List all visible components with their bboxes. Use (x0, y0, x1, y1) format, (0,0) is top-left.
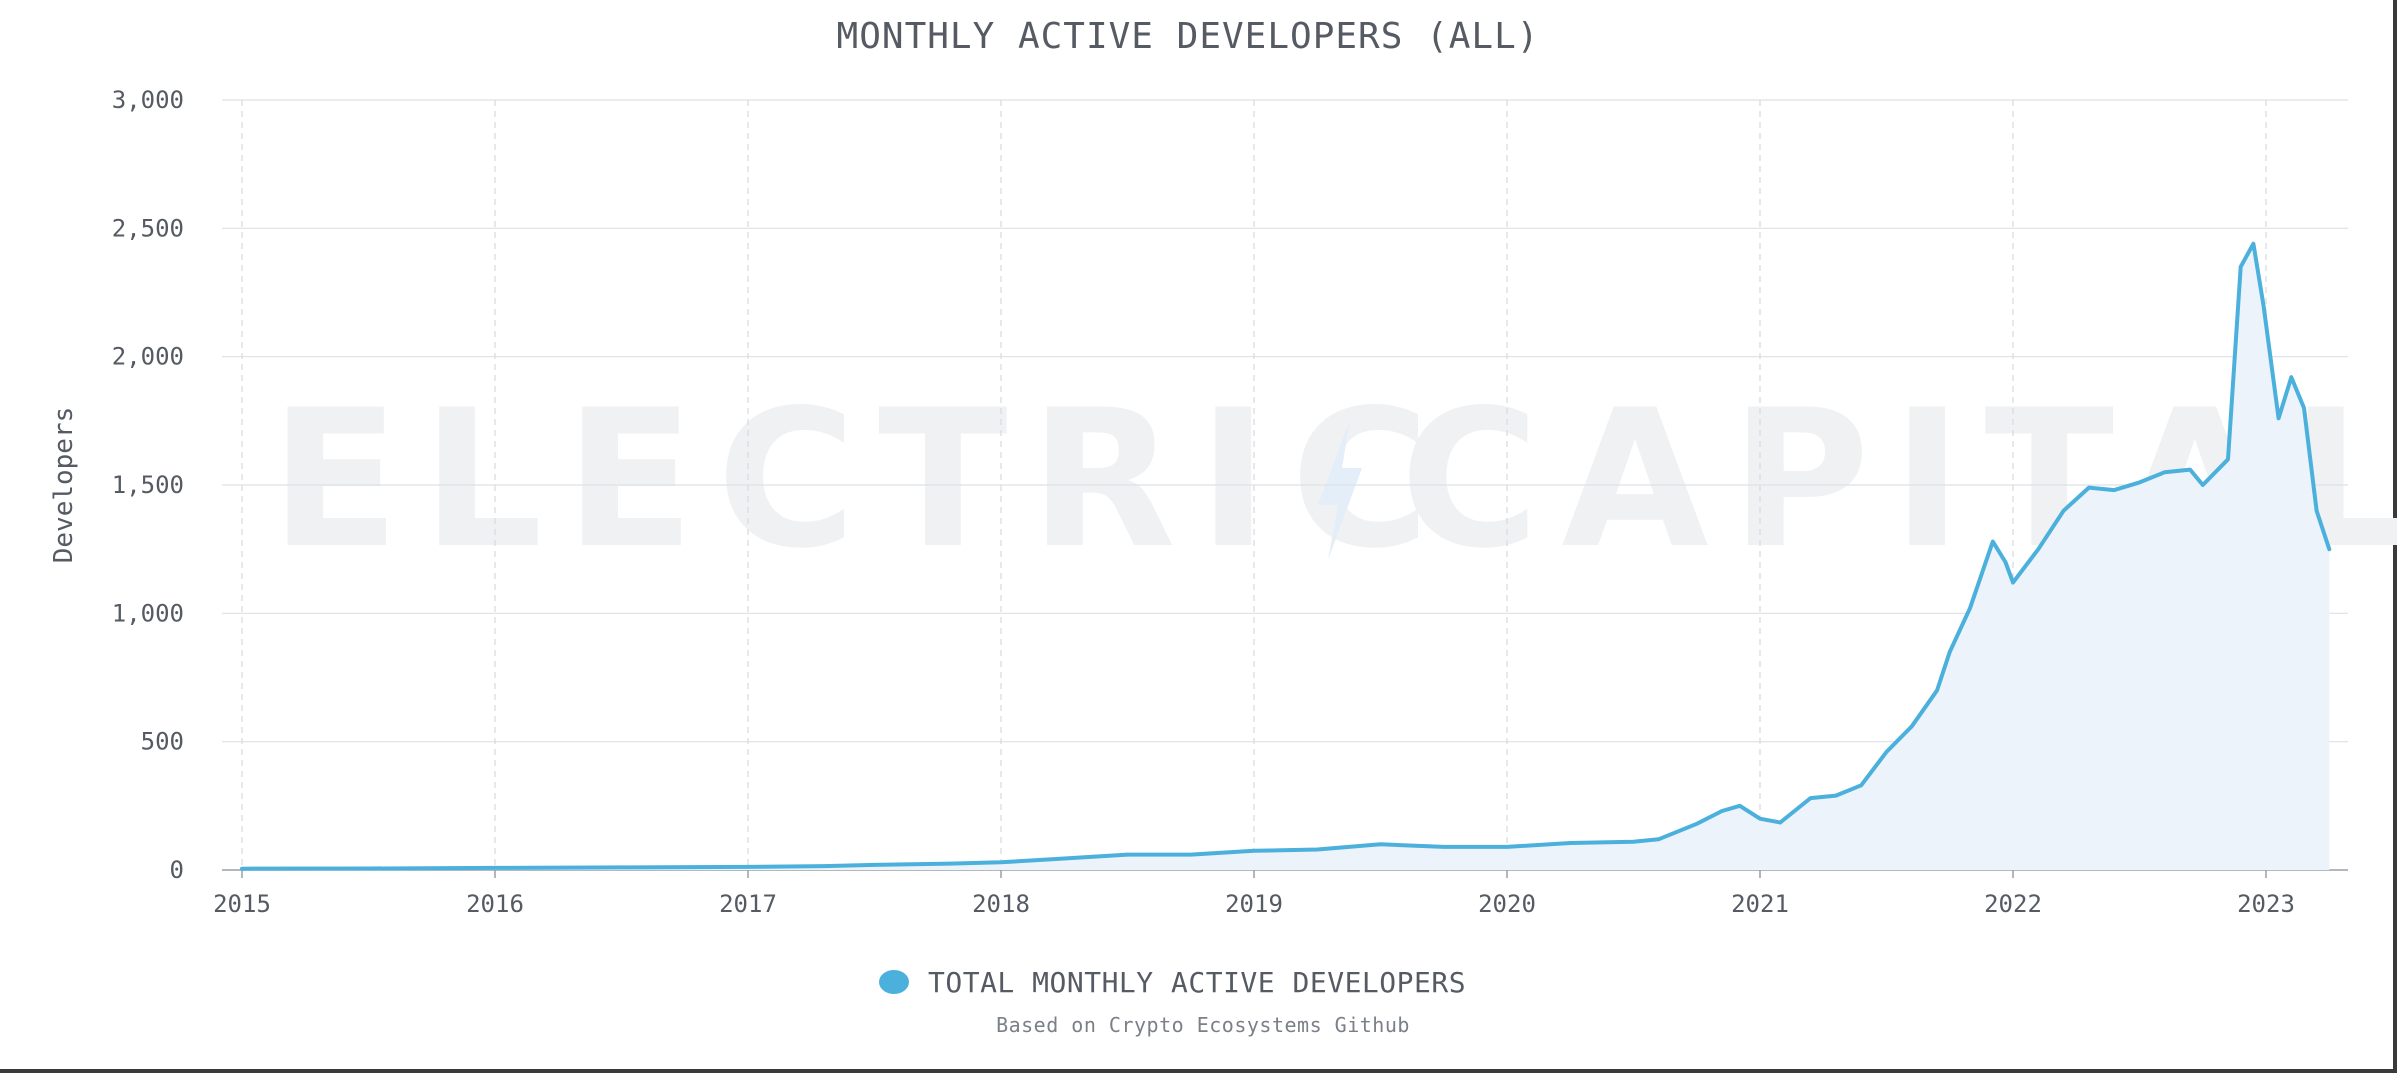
x-tick-label: 2019 (1225, 890, 1283, 918)
legend[interactable]: TOTAL MONTHLY ACTIVE DEVELOPERS (879, 966, 1466, 999)
source-note: Based on Crypto Ecosystems Github (996, 1013, 1410, 1037)
x-tick-label: 2023 (2237, 890, 2295, 918)
y-tick-label: 1,000 (112, 599, 184, 627)
series-line[interactable] (240, 241, 2332, 871)
x-tick-label: 2015 (213, 890, 271, 918)
x-tick-label: 2017 (719, 890, 777, 918)
x-tick-label: 2016 (466, 890, 524, 918)
chart-title: MONTHLY ACTIVE DEVELOPERS (ALL) (837, 16, 1540, 57)
x-tick-label: 2021 (1731, 890, 1789, 918)
axis-ticks: 0 500 1,000 1,500 2,000 2,500 3,000 2015 2016 201… (112, 86, 2295, 918)
y-axis-label: Developers (49, 407, 79, 564)
x-tick-label: 2020 (1478, 890, 1536, 918)
watermark-text-left: ELECTRIC (270, 369, 1452, 590)
y-tick-label: 1,500 (112, 471, 184, 499)
y-tick-label: 3,000 (112, 86, 184, 114)
series-fill (242, 243, 2330, 870)
series-area (240, 241, 2332, 871)
y-tick-label: 2,000 (112, 343, 184, 371)
x-tick-label: 2022 (1984, 890, 2042, 918)
y-tick-label: 2,500 (112, 214, 184, 242)
x-tick-label: 2018 (972, 890, 1030, 918)
lightning-bolt-icon (1318, 420, 1362, 560)
legend-label: TOTAL MONTHLY ACTIVE DEVELOPERS (928, 966, 1466, 999)
y-tick-label: 0 (170, 856, 184, 884)
legend-swatch (879, 970, 909, 994)
y-tick-label: 500 (141, 728, 184, 756)
